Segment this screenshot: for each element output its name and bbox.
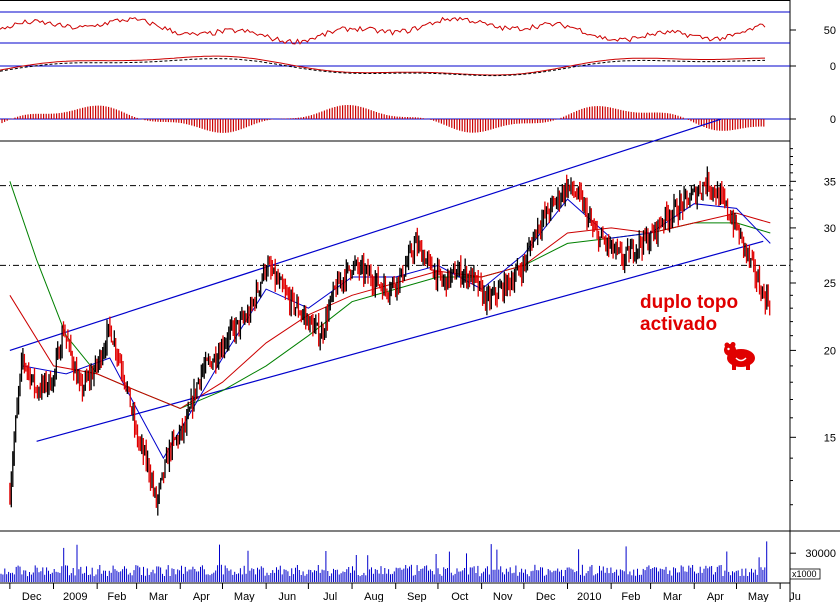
x-label-15: Mar bbox=[663, 591, 682, 602]
rsi-tick-label: 50 bbox=[824, 25, 836, 37]
candlesticks bbox=[9, 166, 771, 516]
histogram-panel bbox=[0, 105, 790, 133]
rsi-panel bbox=[0, 11, 790, 45]
right-axis-ticks: 50 0 0 15 20 25 30 35 30000 x1000 bbox=[789, 25, 836, 580]
x-axis: Dec 2009 Feb Mar Apr May Jun Jul Aug Sep Oct Nov Dec… bbox=[9, 583, 801, 602]
x-label-10: Oct bbox=[451, 591, 468, 602]
price-tick-15-label: 15 bbox=[824, 432, 836, 444]
annotation-line-2: activado bbox=[640, 314, 717, 335]
macd-panel bbox=[0, 55, 790, 77]
macd-signal-line bbox=[0, 58, 765, 77]
x-label-7: Jul bbox=[323, 591, 337, 602]
x-label-13: 2010 bbox=[577, 591, 601, 602]
x-label-4: Apr bbox=[193, 591, 210, 602]
price-tick-30-label: 30 bbox=[824, 223, 836, 235]
x-label-0: Dec bbox=[22, 591, 42, 602]
x-label-18: Ju bbox=[789, 591, 801, 602]
x-label-14: Feb bbox=[621, 591, 640, 602]
x-label-11: Nov bbox=[493, 591, 513, 602]
x-label-8: Aug bbox=[364, 591, 384, 602]
price-panel bbox=[0, 118, 790, 516]
bear-icon bbox=[724, 342, 755, 370]
volume-unit-box bbox=[789, 568, 821, 580]
x-label-2: Feb bbox=[107, 591, 126, 602]
rsi-line bbox=[0, 16, 766, 45]
channel-lower-line bbox=[36, 240, 764, 442]
x-label-3: Mar bbox=[149, 591, 168, 602]
price-channel bbox=[9, 118, 764, 442]
volume-panel bbox=[0, 541, 768, 582]
macd-line bbox=[0, 55, 765, 76]
x-label-12: Dec bbox=[536, 591, 556, 602]
price-tick-25-label: 25 bbox=[824, 278, 836, 290]
price-tick-20-label: 20 bbox=[824, 345, 836, 357]
horizontal-levels bbox=[0, 185, 790, 266]
x-label-16: Apr bbox=[707, 591, 724, 602]
x-label-5: May bbox=[234, 591, 255, 602]
macd-tick-label: 0 bbox=[830, 61, 836, 73]
x-label-6: Jun bbox=[278, 591, 296, 602]
channel-upper-line bbox=[9, 118, 722, 351]
x-label-1: 2009 bbox=[63, 591, 87, 602]
volume-unit-label: x1000 bbox=[792, 569, 817, 579]
hist-tick-label: 0 bbox=[830, 114, 836, 126]
x-label-9: Sep bbox=[407, 591, 427, 602]
price-tick-35-label: 35 bbox=[824, 176, 836, 188]
volume-tick-label: 30000 bbox=[805, 548, 836, 560]
x-label-17: May bbox=[748, 591, 769, 602]
annotation-line-1: duplo topo bbox=[640, 292, 738, 313]
